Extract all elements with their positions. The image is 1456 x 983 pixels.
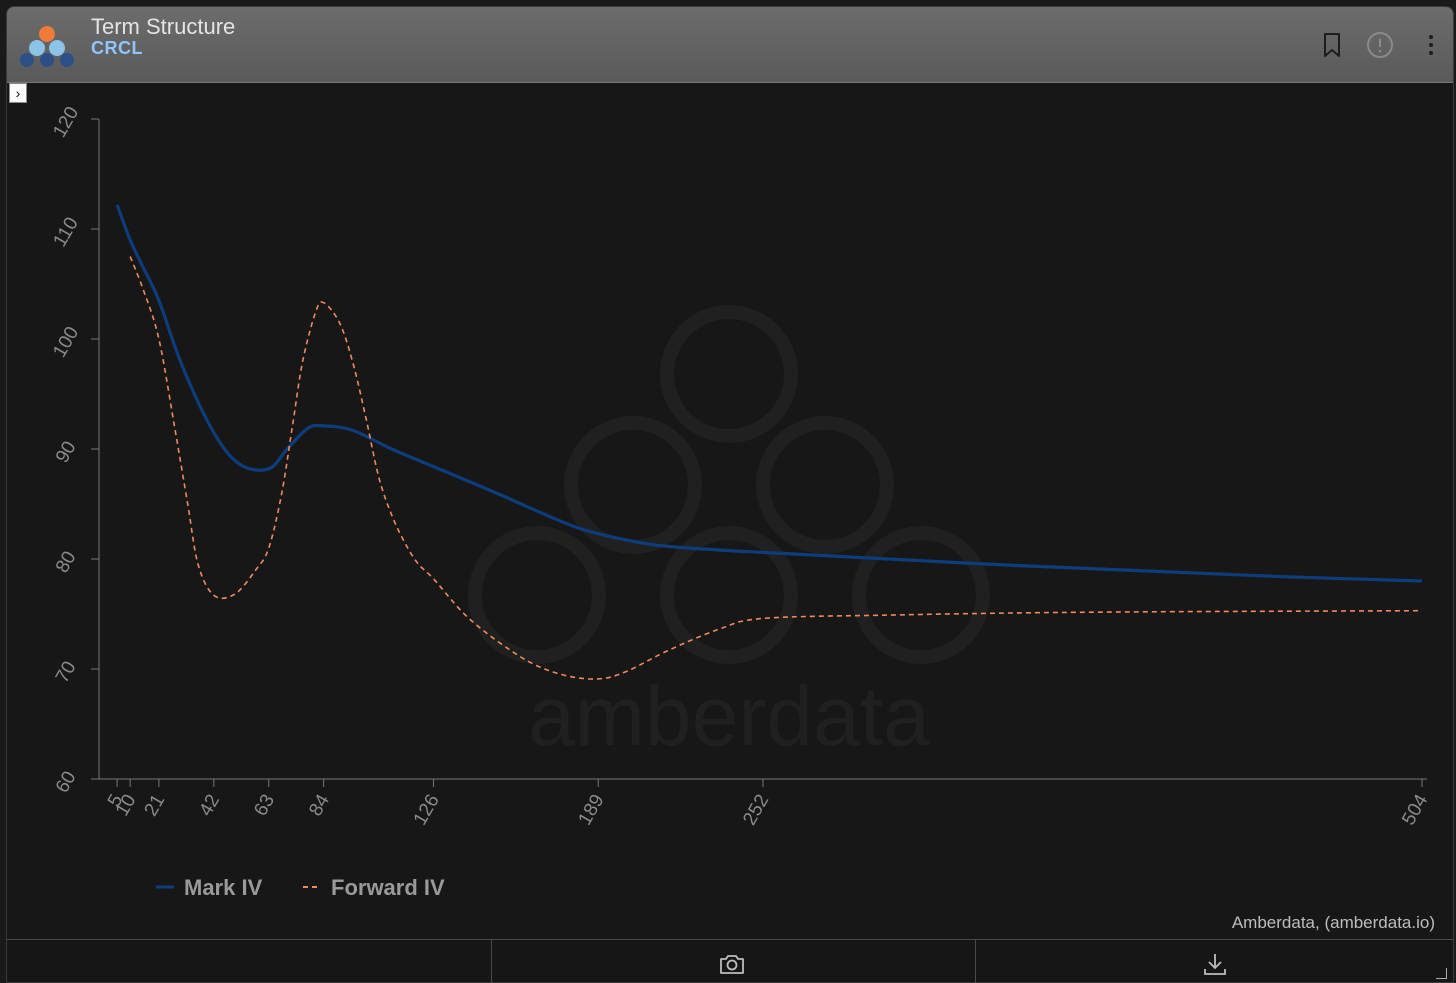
x-tick-label: 42 [195,791,224,820]
legend-item-mark-iv[interactable]: Mark IV [156,875,263,900]
more-options-icon[interactable] [1417,31,1445,59]
amberdata-logo-icon [20,26,74,67]
camera-icon [720,955,744,974]
series-forward-iv-line[interactable] [129,256,1423,680]
bookmark-icon[interactable] [1318,31,1346,59]
x-tick-label: 126 [410,791,444,829]
chart-credit[interactable]: Amberdata, (amberdata.io) [1231,913,1435,932]
x-tick-label: 504 [1398,791,1432,829]
widget-title: Term Structure [91,14,236,39]
watermark-text: amberdata [528,669,930,763]
widget-ticker: CRCL [91,38,143,58]
y-tick-label: 70 [52,658,81,687]
y-tick-label: 90 [52,438,81,467]
screenshot-button[interactable] [492,940,976,982]
y-tick-label: 110 [50,214,83,251]
x-tick-label: 63 [250,791,279,820]
x-tick-label: 84 [305,791,334,820]
y-tick-label: 100 [49,323,83,361]
info-alert-icon[interactable] [1366,31,1394,59]
legend-item-forward-iv[interactable]: Forward IV [303,875,445,900]
download-icon [1204,954,1226,975]
download-button[interactable] [976,940,1453,982]
expand-panel-button[interactable]: › [9,83,27,103]
y-tick-label: 120 [49,103,83,141]
watermark: amberdata [468,305,990,763]
legend-label: Forward IV [331,875,445,900]
resize-handle[interactable] [1436,968,1447,979]
x-tick-label: 252 [739,791,773,829]
y-tick-label: 80 [52,548,81,577]
y-tick-label: 60 [52,768,81,797]
footer-cell-left [7,940,492,982]
chart-widget: Term Structure CRCL › amberdata 60 70 80 90… [6,6,1454,983]
x-tick-label: 21 [140,791,169,820]
series-mark-iv-line[interactable] [115,204,1423,583]
widget-header: Term Structure CRCL [7,7,1453,83]
x-tick-label: 189 [575,791,609,829]
widget-footer [7,939,1453,982]
legend-label: Mark IV [184,875,263,900]
